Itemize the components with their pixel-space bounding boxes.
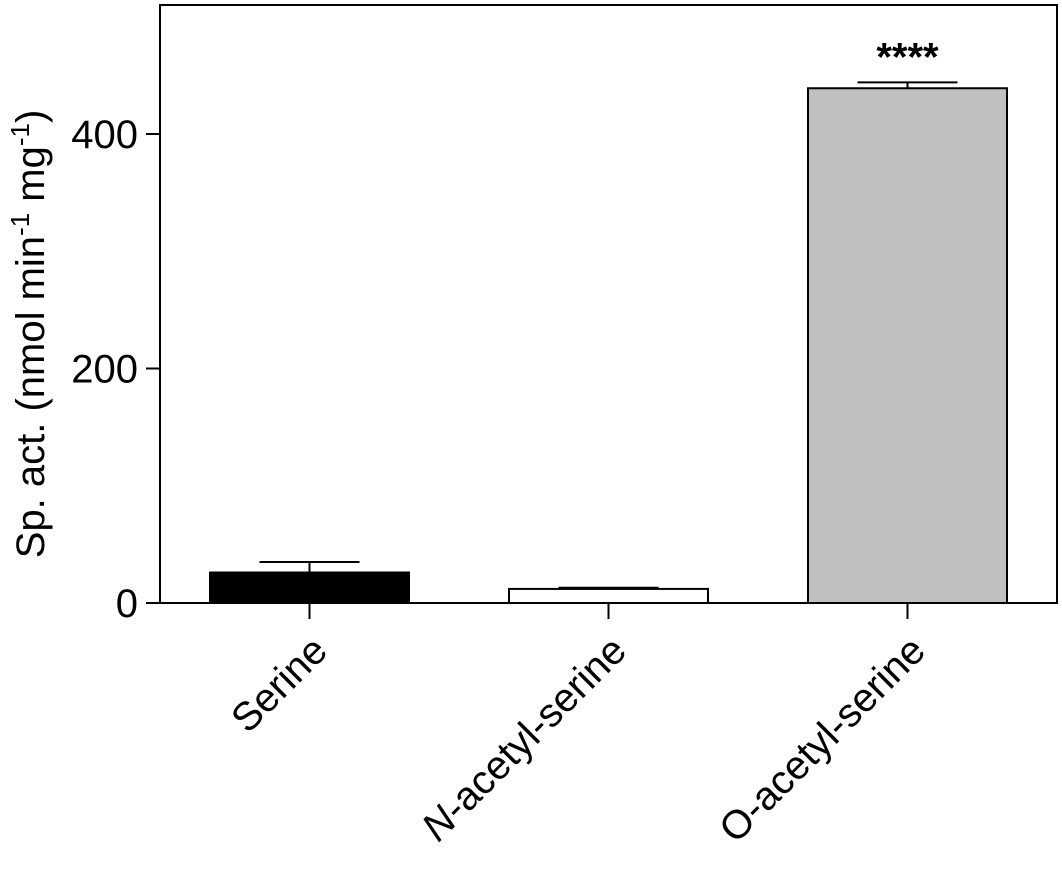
bar [209, 571, 410, 605]
x-axis: Serine N-acetyl-serine O-acetyl-serine [223, 603, 934, 851]
x-tick-label: O-acetyl-serine [711, 628, 934, 851]
bar [807, 87, 1008, 604]
bars-group [209, 87, 1008, 605]
x-tick-label: N-acetyl-serine [414, 628, 635, 849]
y-axis: 0 200 400 [71, 113, 160, 626]
annotations-group: **** [876, 35, 939, 79]
y-tick-label: 0 [116, 582, 138, 626]
bar [508, 587, 709, 604]
error-bars-group [259, 81, 958, 589]
y-tick-label: 200 [71, 347, 138, 391]
plot-area: **** [159, 4, 1058, 605]
significance-annotation: **** [876, 35, 939, 79]
y-tick-label: 400 [71, 113, 138, 157]
x-tick-label: Serine [223, 628, 336, 741]
y-axis-label: Sp. act. (nmol min-1 mg-1) [5, 110, 53, 559]
